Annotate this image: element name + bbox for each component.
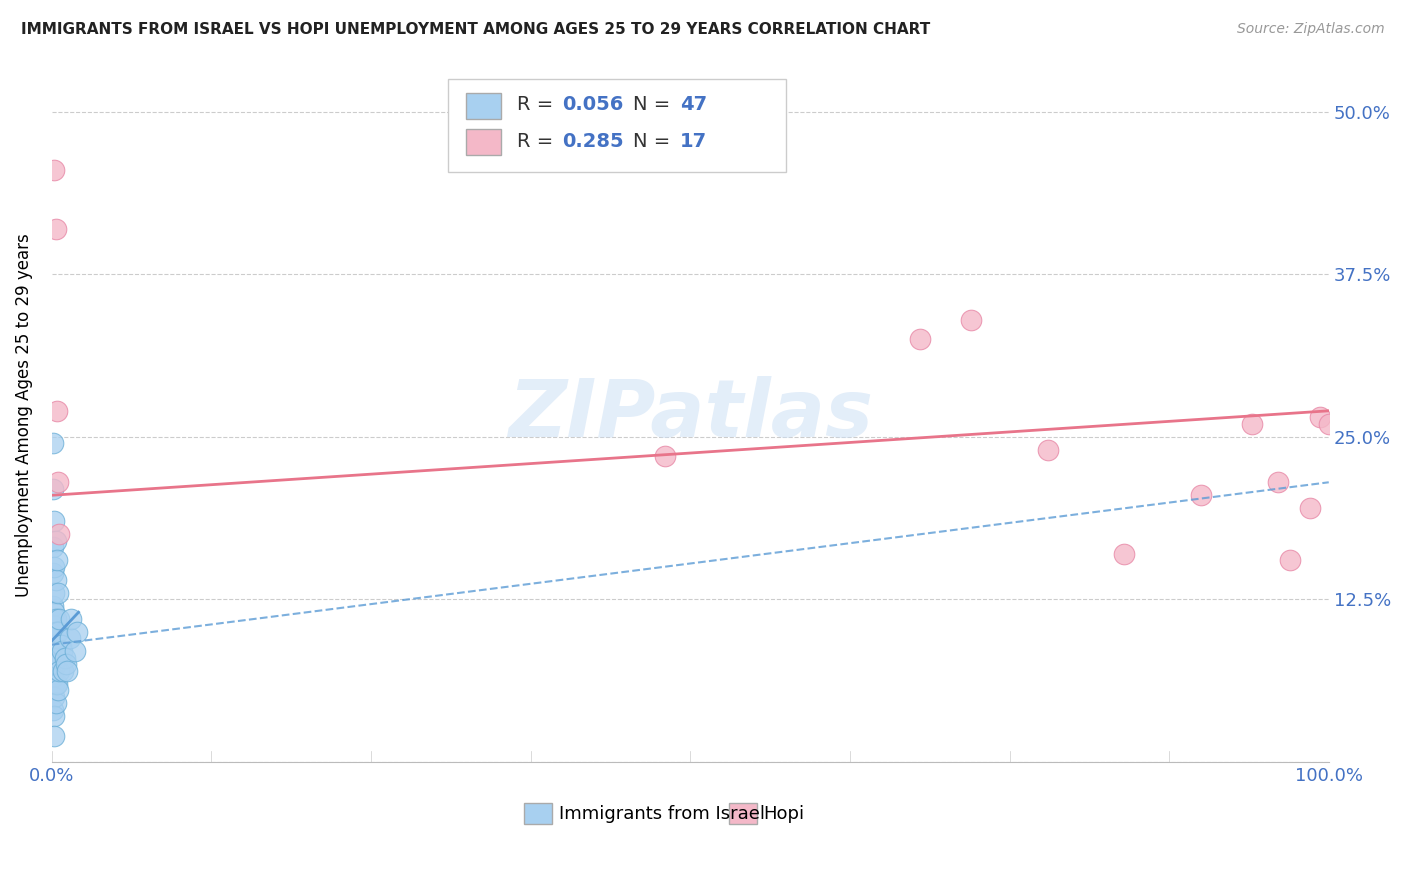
Point [1114, 547, 1136, 561]
Point [42, 436, 65, 450]
Text: R =: R = [516, 132, 560, 151]
Point [45, 624, 67, 639]
Point [45, 404, 67, 418]
Bar [524, 804, 553, 824]
Point [44, 657, 66, 672]
Point [49, 638, 72, 652]
Point [1189, 488, 1212, 502]
Point [1279, 553, 1302, 567]
Point [44, 163, 66, 178]
Text: R =: R = [516, 95, 560, 114]
FancyBboxPatch shape [447, 78, 786, 172]
Point [44, 514, 66, 528]
Point [42, 670, 65, 684]
Point [46, 585, 69, 599]
Point [45, 676, 67, 690]
Point [51, 644, 73, 658]
Point [55, 657, 77, 672]
Text: N =: N = [633, 95, 676, 114]
Point [45, 553, 67, 567]
Point [42, 566, 65, 581]
Point [654, 450, 676, 464]
Point [48, 527, 70, 541]
Point [908, 332, 931, 346]
Point [44, 631, 66, 645]
Point [45, 222, 67, 236]
Bar [728, 804, 756, 824]
Point [1241, 417, 1264, 431]
Text: 17: 17 [681, 132, 707, 151]
Point [42, 482, 65, 496]
Text: 0.285: 0.285 [562, 132, 624, 151]
Point [56, 664, 79, 678]
Point [44, 676, 66, 690]
Point [44, 605, 66, 619]
Text: 0.056: 0.056 [562, 95, 624, 114]
Bar [465, 128, 502, 155]
Point [42, 638, 65, 652]
Point [48, 612, 70, 626]
Point [59, 612, 82, 626]
Point [48, 664, 70, 678]
Point [63, 644, 86, 658]
Point [52, 664, 75, 678]
Text: Source: ZipAtlas.com: Source: ZipAtlas.com [1237, 22, 1385, 37]
Point [1267, 475, 1289, 490]
Point [44, 585, 66, 599]
Point [46, 475, 69, 490]
Text: ZIPatlas: ZIPatlas [508, 376, 873, 454]
Point [45, 533, 67, 548]
Text: 47: 47 [681, 95, 707, 114]
Point [59, 631, 82, 645]
Point [46, 683, 69, 698]
Point [42, 650, 65, 665]
Point [42, 703, 65, 717]
Point [42, 618, 65, 632]
Point [44, 644, 66, 658]
Point [45, 650, 67, 665]
Point [960, 313, 983, 327]
Point [1309, 410, 1331, 425]
Point [1298, 501, 1320, 516]
Point [44, 709, 66, 723]
Point [66, 624, 89, 639]
Text: Hopi: Hopi [763, 805, 804, 822]
Point [45, 573, 67, 587]
Y-axis label: Unemployment Among Ages 25 to 29 years: Unemployment Among Ages 25 to 29 years [15, 233, 32, 597]
Point [45, 612, 67, 626]
Point [45, 676, 67, 690]
Point [44, 690, 66, 704]
Bar [465, 93, 502, 120]
Point [42, 599, 65, 613]
Point [45, 657, 67, 672]
Text: Immigrants from Israel: Immigrants from Israel [558, 805, 765, 822]
Point [44, 729, 66, 743]
Point [1317, 417, 1340, 431]
Point [42, 541, 65, 555]
Point [45, 624, 67, 639]
Point [46, 624, 69, 639]
Point [44, 559, 66, 574]
Text: N =: N = [633, 132, 676, 151]
Point [45, 696, 67, 710]
Point [1036, 442, 1059, 457]
Point [53, 650, 76, 665]
Text: IMMIGRANTS FROM ISRAEL VS HOPI UNEMPLOYMENT AMONG AGES 25 TO 29 YEARS CORRELATIO: IMMIGRANTS FROM ISRAEL VS HOPI UNEMPLOYM… [21, 22, 931, 37]
